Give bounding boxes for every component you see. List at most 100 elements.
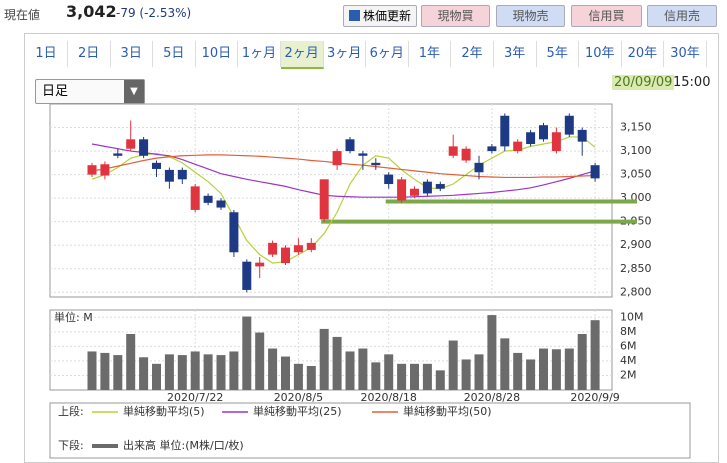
period-tab[interactable]: 2年 [451, 41, 494, 67]
volume-bar [358, 348, 368, 390]
volume-bar [177, 355, 187, 390]
interval-label: 日足 [42, 84, 69, 99]
candle-body [281, 247, 290, 264]
volume-bar [268, 348, 278, 390]
time: 15:00 [673, 75, 711, 90]
y-tick-label: 10M [620, 310, 644, 323]
period-tab[interactable]: 1ヶ月 [238, 41, 281, 67]
volume-bar [113, 355, 123, 390]
volume-bar [526, 359, 536, 390]
moving-average [91, 136, 596, 264]
volume-bar [242, 316, 252, 390]
candle-body [590, 165, 600, 179]
candle-body [435, 184, 445, 189]
volume-bar [139, 357, 149, 390]
legend-entry: 出来高 単位:(M株/口/枚) [123, 438, 244, 452]
period-tab[interactable]: 1年 [408, 41, 452, 67]
legend-lower: 下段: [58, 438, 84, 452]
trade-button[interactable]: 信用買 [571, 5, 642, 27]
period-tab[interactable]: 10日 [195, 41, 239, 67]
trade-button[interactable]: 現物売 [496, 5, 565, 27]
candle-body [461, 148, 471, 161]
period-tab[interactable]: 5日 [153, 41, 196, 67]
y-tick-label: 2,850 [620, 262, 652, 275]
period-tab[interactable]: 2ヶ月 [280, 41, 324, 69]
candle-body [293, 245, 303, 253]
volume-bar [306, 366, 316, 390]
candle-body [268, 242, 278, 255]
volume-bar [164, 354, 174, 390]
period-tab[interactable]: 30年 [664, 41, 707, 67]
y-tick-label: 3,050 [620, 168, 652, 181]
y-tick-label: 6M [620, 339, 637, 352]
volume-bar [203, 354, 213, 390]
period-tab[interactable]: 10年 [579, 41, 622, 67]
candle-body [474, 162, 484, 173]
candle-body [100, 164, 110, 176]
volume-bar [87, 351, 97, 390]
select-arrow: ▼ [124, 80, 144, 103]
legend-upper: 上段: [58, 404, 84, 418]
period-tab[interactable]: 3日 [110, 41, 154, 67]
volume-bar [448, 340, 458, 390]
volume-bar [410, 363, 419, 390]
volume-bar [577, 334, 587, 390]
candle-body [332, 151, 342, 166]
x-tick-label: 2020/7/22 [167, 391, 223, 404]
period-tab[interactable]: 20年 [621, 41, 665, 67]
candle-body [422, 181, 432, 194]
refresh-icon [348, 10, 360, 21]
candle-body [113, 153, 123, 156]
candle-body [242, 261, 252, 290]
candle-body [487, 146, 497, 152]
candle-body [139, 139, 149, 156]
volume-bar [500, 338, 510, 390]
y-tick-label: 2,900 [620, 238, 652, 251]
legend-entry: 単純移動平均(25) [253, 404, 342, 418]
volume-bar [319, 328, 329, 390]
candle-body [319, 179, 329, 220]
trade-button[interactable]: 信用売 [647, 5, 717, 27]
y-tick-label: 3,100 [620, 144, 652, 157]
period-tab[interactable]: 2日 [68, 41, 111, 67]
volume-bar [487, 315, 497, 390]
volume-plot [49, 309, 613, 391]
period-tab[interactable]: 6ヶ月 [366, 41, 409, 67]
volume-bar [100, 352, 110, 390]
x-tick-label: 2020/8/5 [274, 391, 323, 404]
refresh-button[interactable]: 株価更新 [343, 5, 417, 27]
candle-body [500, 115, 510, 147]
candle-body [255, 262, 265, 267]
candle-body [126, 139, 136, 149]
candle-body [539, 125, 548, 140]
volume-bar [384, 354, 394, 390]
volume-bar [474, 354, 484, 390]
volume-bar [371, 362, 381, 390]
candle-body [152, 162, 161, 169]
x-tick-label: 2020/8/18 [360, 391, 416, 404]
trade-button[interactable]: 現物買 [421, 5, 490, 27]
price-label: 現在値 [4, 8, 41, 22]
interval-select[interactable]: 日足 ▼ [35, 79, 145, 104]
moving-average [91, 143, 596, 198]
y-tick-label: 3,150 [620, 121, 652, 134]
legend-entry: 単純移動平均(5) [123, 404, 205, 418]
period-tab[interactable]: 5年 [536, 41, 580, 67]
period-tab[interactable]: 1日 [25, 41, 68, 67]
x-tick-label: 2020/8/28 [464, 391, 520, 404]
candle-body [384, 174, 394, 185]
candle-body [87, 165, 97, 175]
volume-bar [126, 334, 136, 390]
volume-bar [332, 336, 342, 390]
volume-bar [513, 352, 523, 390]
refresh-label: 株価更新 [362, 9, 411, 23]
candle-body [164, 169, 174, 182]
period-tab[interactable]: 3年 [494, 41, 537, 67]
candle-body [448, 146, 458, 156]
period-tab[interactable]: 3ヶ月 [323, 41, 367, 67]
candle-body [345, 139, 355, 152]
candle-body [526, 132, 536, 145]
candle-body [371, 162, 381, 166]
